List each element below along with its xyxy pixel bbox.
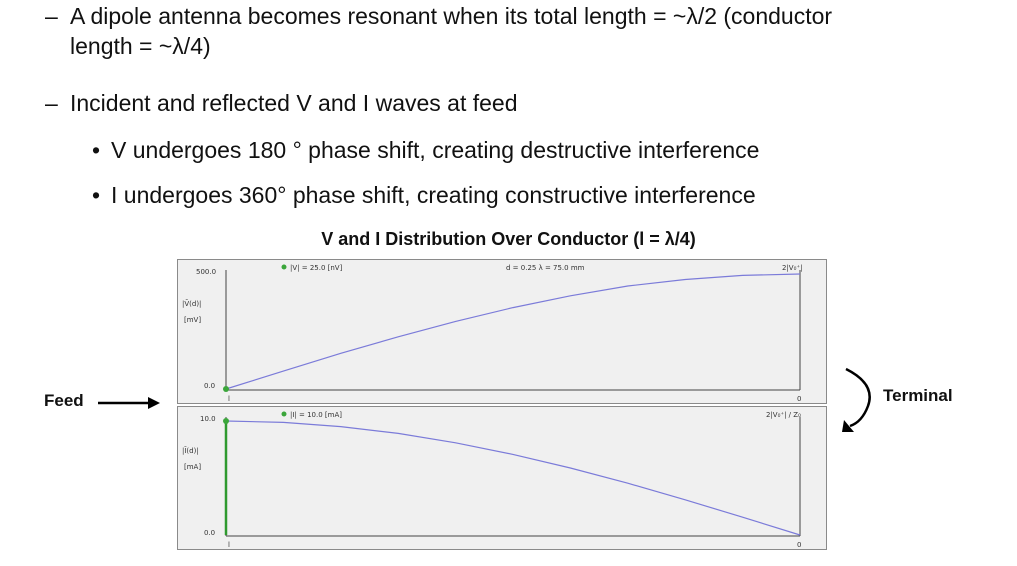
current-ytick-max: 10.0 — [200, 415, 216, 423]
voltage-ylabel-unit: [mV] — [184, 316, 201, 324]
feed-arrow-icon — [98, 397, 160, 409]
dash-marker-2: – — [45, 90, 58, 116]
terminal-label: Terminal — [883, 386, 953, 405]
feed-label: Feed — [44, 391, 84, 410]
voltage-feed-marker — [223, 386, 229, 392]
voltage-curve — [225, 273, 801, 390]
current-ytick-min: 0.0 — [204, 529, 215, 537]
dash-marker-1: – — [45, 3, 58, 29]
bullet-text-1: V undergoes 180 ° phase shift, creating … — [111, 137, 760, 163]
distance-info: d = 0.25 λ = 75.0 mm — [506, 264, 585, 272]
voltage-plot: 500.0 0.0 |V̄(d)| [mV] |V| = 25.0 [nV] d… — [182, 264, 802, 403]
current-xtick-left: l — [228, 541, 230, 549]
text-line-2: Incident and reflected V and I waves at … — [70, 90, 518, 116]
text-line-1: A dipole antenna becomes resonant when i… — [70, 3, 833, 29]
voltage-ytick-min: 0.0 — [204, 382, 215, 390]
current-feed-marker — [223, 418, 229, 424]
voltage-plot-panel: 500.0 0.0 |V̄(d)| [mV] |V| = 25.0 [nV] d… — [177, 259, 827, 404]
terminal-curved-arrow-icon — [842, 367, 871, 432]
bullet-text-2: I undergoes 360° phase shift, creating c… — [111, 182, 756, 208]
voltage-corner-label: 2|V₀⁺| — [782, 264, 802, 272]
bullet-marker-2: • — [92, 182, 101, 208]
voltage-ytick-max: 500.0 — [196, 268, 216, 276]
current-legend-dot-icon — [281, 411, 287, 417]
current-ylabel-unit: [mA] — [184, 463, 201, 471]
bullet-marker-1: • — [92, 137, 101, 163]
current-corner-label: 2|V₀⁺| / Z₀ — [766, 411, 801, 419]
current-plot: 10.0 0.0 |Ī(d)| [mA] |I| = 10.0 [mA] 2|V… — [182, 411, 801, 549]
voltage-xtick-left: l — [228, 395, 230, 403]
text-line-1-continued: length = ~λ/4) — [70, 33, 211, 59]
current-ylabel: |Ī(d)| — [182, 446, 199, 455]
current-curve — [225, 420, 801, 536]
voltage-ylabel: |V̄(d)| — [182, 299, 201, 308]
voltage-legend-dot-icon — [281, 264, 287, 270]
voltage-xtick-right: 0 — [797, 395, 801, 403]
current-plot-panel: 10.0 0.0 |Ī(d)| [mA] |I| = 10.0 [mA] 2|V… — [177, 406, 827, 550]
current-legend: |I| = 10.0 [mA] — [290, 411, 342, 419]
voltage-legend: |V| = 25.0 [nV] — [290, 264, 343, 272]
current-xtick-right: 0 — [797, 541, 801, 549]
figure-title: V and I Distribution Over Conductor (l =… — [321, 229, 696, 249]
